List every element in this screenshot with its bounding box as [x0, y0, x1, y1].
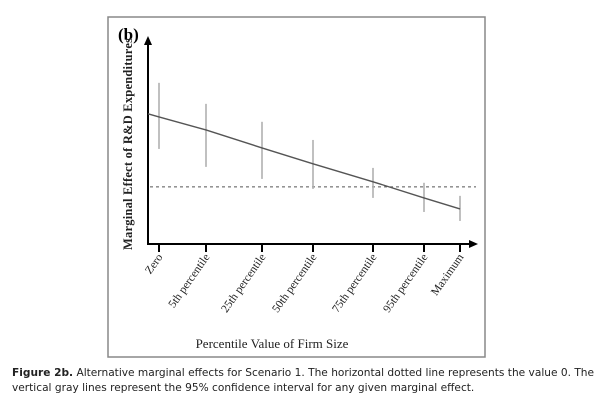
x-tick-label: Zero: [143, 252, 165, 277]
x-tick-label: 50th percentile: [270, 252, 319, 315]
x-tick-label: 25th percentile: [219, 252, 268, 315]
x-tick-label: 75th percentile: [330, 252, 379, 315]
caption-text: Alternative marginal effects for Scenari…: [12, 367, 595, 394]
caption-label: Figure 2b.: [12, 367, 74, 379]
x-axis-label: Percentile Value of Firm Size: [196, 336, 349, 351]
panel-label: (b): [118, 25, 139, 44]
figure-caption: Figure 2b. Alternative marginal effects …: [12, 366, 597, 396]
axes: [144, 36, 478, 248]
x-axis-arrow-icon: [469, 240, 478, 248]
y-axis-label: Marginal Effect of R&D Expenditures: [121, 38, 135, 250]
chart-frame: [107, 16, 486, 358]
x-tick-label: Maximum: [429, 252, 466, 298]
marginal-effect-line: [147, 113, 461, 210]
x-tick-label: 95th percentile: [381, 252, 430, 315]
chart: (b) Zero 5th percentile 25th percentile 50t…: [107, 16, 486, 358]
y-axis-arrow-icon: [144, 36, 152, 45]
x-tick-label: 5th percentile: [167, 252, 213, 310]
